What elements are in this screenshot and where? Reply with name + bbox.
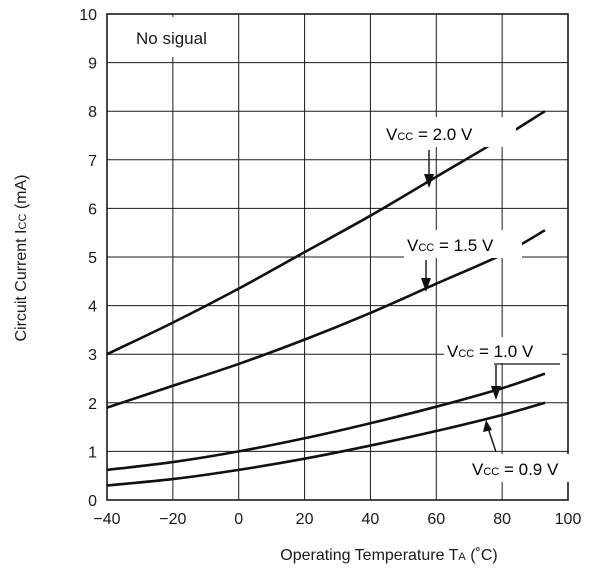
y-tick-label: 7 — [88, 153, 97, 170]
y-tick-labels: 0 1 2 3 4 5 6 7 8 9 10 — [79, 7, 97, 510]
arrow-head — [491, 386, 501, 400]
series-label-text: VCC = 1.0 V — [447, 342, 534, 361]
y-tick-label: 10 — [79, 7, 97, 24]
x-axis-label: Operating Temperature TA (˚C) — [280, 547, 498, 564]
arrow-head — [483, 420, 492, 432]
plot-frame — [106, 13, 569, 501]
x-tick-label: 20 — [296, 511, 314, 528]
series-labels: VCC = 2.0 V VCC = 1.5 V VCC = 1.0 V — [384, 117, 588, 482]
arrow-line — [487, 427, 497, 453]
y-tick-label: 6 — [88, 201, 97, 218]
y-tick-label: 3 — [88, 347, 97, 364]
series-label-vcc-1-0: VCC = 1.0 V — [444, 337, 562, 400]
series-label-vcc-0-9: VCC = 0.9 V — [470, 420, 588, 482]
series-lines — [106, 110, 546, 487]
y-tick-label: 4 — [88, 299, 97, 316]
annotation-text: No sigual — [136, 29, 207, 48]
x-tick-labels: −40 −20 0 20 40 60 80 100 — [93, 511, 581, 528]
x-tick-label: 100 — [555, 511, 582, 528]
annotation-box — [111, 17, 234, 57]
y-tick-label: 5 — [88, 250, 97, 267]
x-tick-label: 60 — [427, 511, 445, 528]
series-line-2 — [106, 372, 546, 472]
series-label-text: VCC = 2.0 V — [386, 125, 473, 144]
x-tick-label: 80 — [493, 511, 511, 528]
arrow-head — [421, 278, 431, 292]
x-tick-label: 0 — [234, 511, 243, 528]
y-axis-label: Circuit Current ICC (mA) — [13, 174, 30, 341]
series-line-3 — [106, 401, 546, 487]
y-tick-label: 9 — [88, 56, 97, 73]
y-tick-label: 1 — [88, 444, 97, 461]
y-tick-label: 2 — [88, 396, 97, 413]
x-tick-label: −40 — [93, 511, 120, 528]
series-label-text: VCC = 0.9 V — [472, 460, 559, 479]
y-tick-label: 8 — [88, 104, 97, 121]
y-tick-label: 0 — [88, 493, 97, 510]
x-tick-label: −20 — [159, 511, 186, 528]
arrow-head — [424, 174, 434, 188]
series-line-1 — [106, 229, 546, 409]
x-tick-label: 40 — [362, 511, 380, 528]
series-label-vcc-1-5: VCC = 1.5 V — [404, 230, 522, 292]
series-label-vcc-2-0: VCC = 2.0 V — [384, 117, 516, 188]
series-label-text: VCC = 1.5 V — [407, 236, 494, 255]
